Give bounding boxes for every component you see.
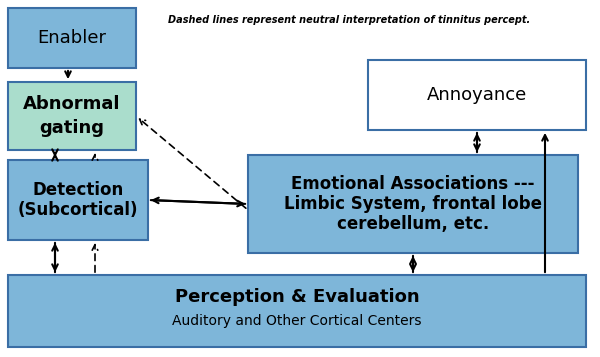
Text: Perception & Evaluation: Perception & Evaluation [175,288,419,306]
FancyBboxPatch shape [8,275,586,347]
FancyBboxPatch shape [8,8,136,68]
Text: gating: gating [40,119,104,137]
Text: Abnormal: Abnormal [23,95,121,113]
Text: Limbic System, frontal lobe: Limbic System, frontal lobe [284,195,542,213]
Text: Enabler: Enabler [37,29,107,47]
Text: Auditory and Other Cortical Centers: Auditory and Other Cortical Centers [172,314,422,328]
FancyBboxPatch shape [248,155,578,253]
FancyBboxPatch shape [8,82,136,150]
Text: Detection: Detection [32,181,124,199]
Text: Emotional Associations ---: Emotional Associations --- [291,175,535,193]
Text: cerebellum, etc.: cerebellum, etc. [337,215,489,233]
Text: (Subcortical): (Subcortical) [18,201,138,219]
FancyBboxPatch shape [8,160,148,240]
Text: Annoyance: Annoyance [427,86,527,104]
FancyBboxPatch shape [368,60,586,130]
Text: Dashed lines represent neutral interpretation of tinnitus percept.: Dashed lines represent neutral interpret… [168,15,530,25]
